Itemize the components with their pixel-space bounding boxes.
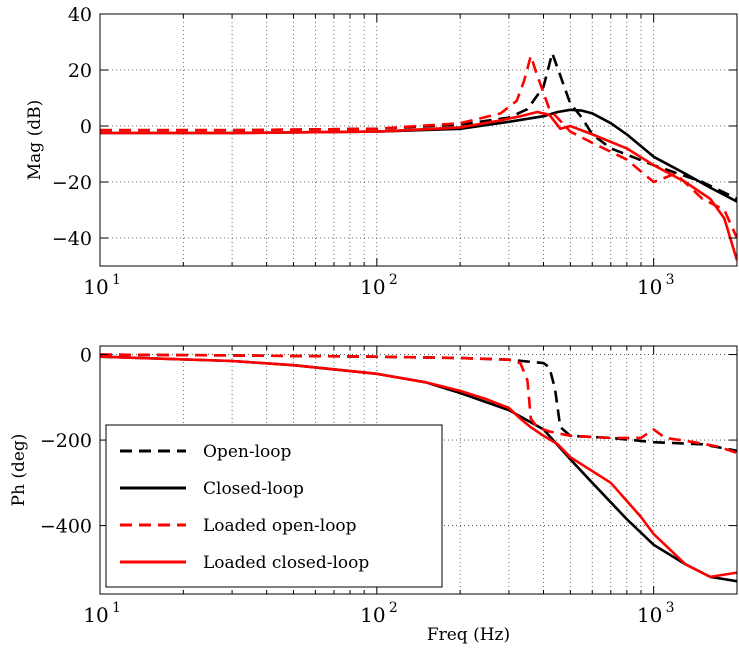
- x-tick-label: 10: [360, 275, 385, 299]
- series-line-loaded-closed-loop: [100, 110, 737, 261]
- series-line-loaded-open-loop: [100, 353, 737, 455]
- x-tick-label: 10: [83, 275, 108, 299]
- series-line-loaded-closed-loop: [100, 355, 737, 579]
- x-tick-exponent: 3: [666, 600, 675, 616]
- x-tick-label: 10: [360, 603, 385, 627]
- axes-box: [99, 13, 738, 267]
- y-tick-label: 40: [68, 4, 92, 26]
- y-tick-label: 0: [80, 345, 92, 367]
- x-tick-label: 10: [637, 603, 662, 627]
- grid: [100, 13, 737, 266]
- y-tick-label: −400: [40, 516, 92, 538]
- legend-label: Loaded closed-loop: [203, 553, 369, 573]
- series-line-closed-loop: [100, 108, 737, 203]
- y-tick-label: −40: [52, 228, 92, 250]
- y-axis-label: Mag (dB): [25, 100, 45, 180]
- legend: Open-loop Closed-loop Loaded open-loop Load…: [105, 424, 443, 588]
- y-tick-label: −200: [40, 430, 92, 452]
- legend-label: Closed-loop: [203, 479, 304, 499]
- y-axis-label: Ph (deg): [9, 434, 29, 507]
- x-tick-exponent: 1: [112, 272, 121, 288]
- x-axis-label: Freq (Hz): [427, 625, 510, 645]
- series-group: [100, 353, 737, 583]
- legend-label: Open-loop: [203, 442, 291, 462]
- x-tick-label: 10: [83, 603, 108, 627]
- legend-label: Loaded open-loop: [203, 516, 357, 536]
- series-group: [100, 51, 737, 261]
- x-tick-exponent: 3: [666, 272, 675, 288]
- x-tick-exponent: 2: [389, 272, 398, 288]
- series-line-open-loop: [100, 51, 737, 200]
- y-tick-label: 0: [80, 116, 92, 138]
- y-tick-label: 20: [68, 60, 92, 82]
- axes-box: [99, 345, 738, 595]
- y-tick-label: −20: [52, 172, 92, 194]
- x-tick-label: 10: [637, 275, 662, 299]
- x-tick-exponent: 2: [389, 600, 398, 616]
- x-tick-exponent: 1: [112, 600, 121, 616]
